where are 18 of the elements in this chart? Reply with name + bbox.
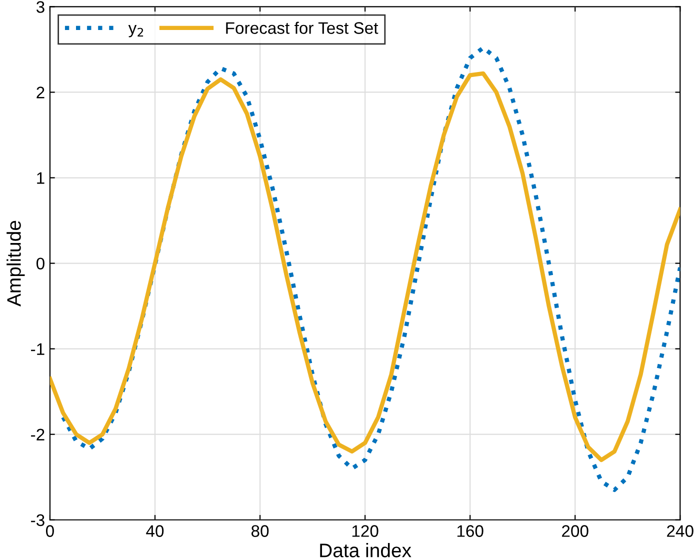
y-tick-label: 0 xyxy=(36,258,44,270)
y-axis-title: Amplitude xyxy=(6,220,25,306)
y-tick-label: 2 xyxy=(36,86,44,98)
y-tick-label: 3 xyxy=(36,1,44,13)
legend-label: Forecast for Test Set xyxy=(226,22,378,34)
x-axis-title: Data index xyxy=(320,543,412,558)
x-tick-label: 240 xyxy=(667,525,694,537)
x-tick-label: 0 xyxy=(46,525,54,537)
legend-label: y$_{2}$ xyxy=(128,24,144,38)
y-tick-label: -1 xyxy=(31,343,44,355)
x-tick-label: 40 xyxy=(146,525,164,537)
x-tick-label: 160 xyxy=(457,525,484,537)
y-tick-label: 1 xyxy=(37,172,44,184)
x-tick-label: 200 xyxy=(562,525,588,537)
y-tick-label: -3 xyxy=(31,514,44,526)
y-tick-label: -2 xyxy=(31,428,44,440)
x-tick-label: 120 xyxy=(352,525,378,537)
x-tick-label: 80 xyxy=(251,525,269,537)
